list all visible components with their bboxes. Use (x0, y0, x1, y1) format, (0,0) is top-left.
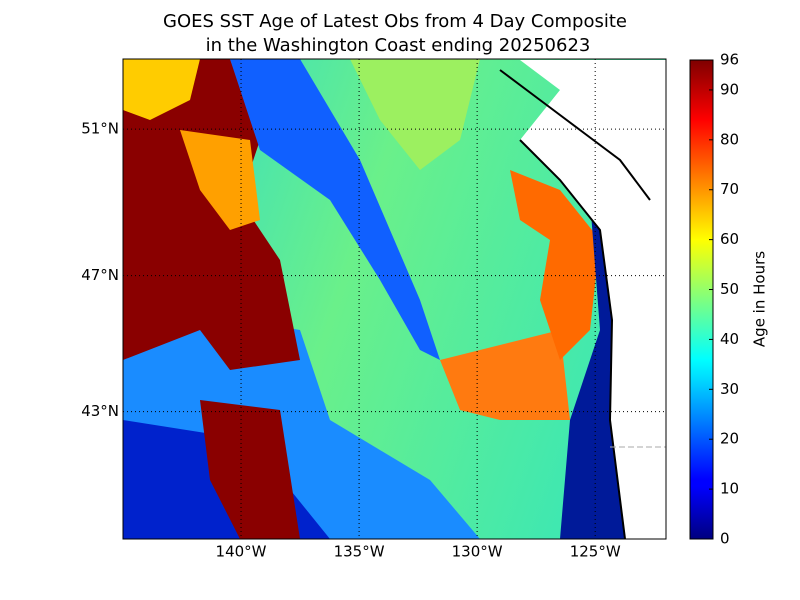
colorbar-label: Age in Hours (751, 251, 769, 347)
colorbar-tick-label: 40 (720, 330, 739, 348)
colorbar-tick-label: 80 (720, 130, 739, 148)
colorbar-tick-label: 30 (720, 380, 739, 398)
lon-label: 130°W (452, 543, 503, 561)
lat-label: 47°N (81, 266, 119, 284)
colorbar-tick-label: 70 (720, 180, 739, 198)
lat-label: 51°N (81, 120, 119, 138)
colorbar-tick-label: 10 (720, 480, 739, 498)
colorbar-tick-label: 0 (720, 530, 730, 548)
map-frame (122, 58, 667, 540)
lon-label: 140°W (216, 543, 267, 561)
sst-age-raster (123, 59, 666, 539)
lat-label: 43°N (81, 402, 119, 420)
lon-label: 135°W (334, 543, 385, 561)
colorbar-tick-label: 50 (720, 280, 739, 298)
colorbar (689, 59, 714, 540)
colorbar-tick-label: 96 (720, 51, 739, 69)
title-line: in the Washington Coast ending 20250623 (206, 35, 591, 56)
colorbar-tick-label: 90 (720, 80, 739, 98)
colorbar-tick-label: 60 (720, 230, 739, 248)
title-line: GOES SST Age of Latest Obs from 4 Day Co… (163, 11, 627, 32)
colorbar-tick-label: 20 (720, 430, 739, 448)
lon-label: 125°W (570, 543, 621, 561)
